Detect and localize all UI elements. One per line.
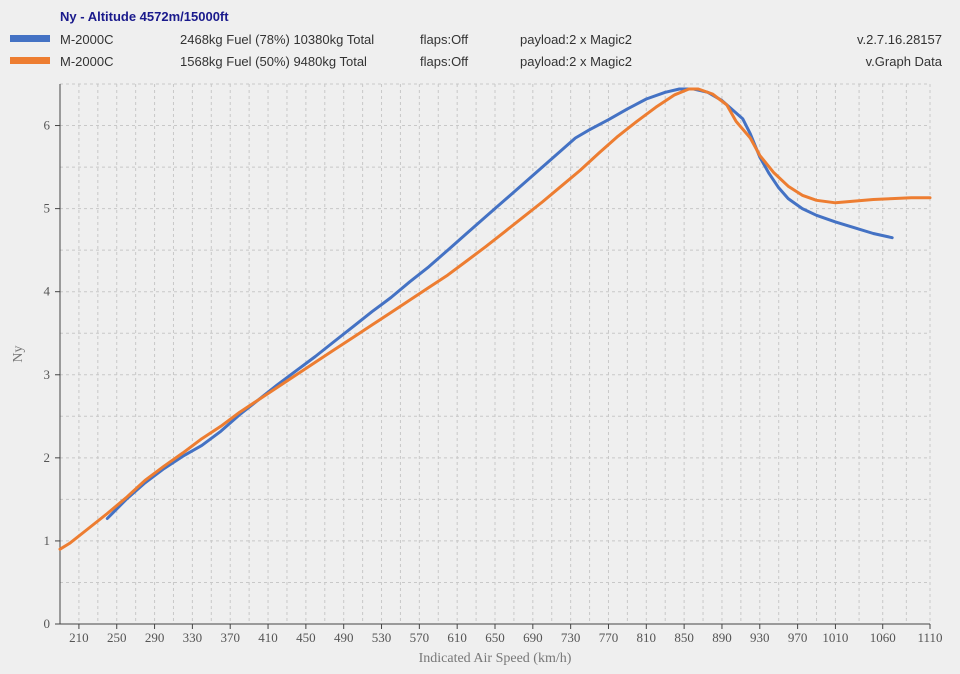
chart-title: Ny - Altitude 4572m/15000ft: [60, 9, 229, 24]
x-tick-label: 930: [750, 630, 770, 645]
y-tick-label: 5: [44, 201, 51, 216]
x-tick-label: 210: [69, 630, 89, 645]
x-tick-label: 330: [183, 630, 203, 645]
legend-version: v.2.7.16.28157: [856, 32, 942, 47]
x-tick-label: 810: [637, 630, 657, 645]
x-tick-label: 530: [372, 630, 392, 645]
legend-fuel-info: 1568kg Fuel (50%) 9480kg Total: [180, 54, 367, 69]
x-tick-label: 450: [296, 630, 316, 645]
legend-swatch-2: [10, 57, 50, 64]
x-tick-label: 730: [561, 630, 581, 645]
y-axis-label: Ny: [11, 345, 26, 362]
x-tick-label: 570: [410, 630, 430, 645]
x-tick-label: 1110: [917, 630, 942, 645]
x-tick-label: 1010: [822, 630, 848, 645]
series-layer: [58, 87, 932, 551]
legend-flaps-info: flaps:Off: [420, 32, 469, 47]
x-tick-label: 250: [107, 630, 127, 645]
series-line-1: [105, 87, 894, 520]
y-tick-label: 3: [44, 367, 51, 382]
series-line-2: [58, 87, 932, 551]
axis-layer: 210 250 290 330 370 410 450 490 530 570 610 650 690 7…: [44, 84, 943, 645]
legend-swatch-1: [10, 35, 50, 42]
legend-graph-data-link[interactable]: v.Graph Data: [865, 54, 942, 69]
x-tick-label: 410: [258, 630, 278, 645]
legend-fuel-info: 2468kg Fuel (78%) 10380kg Total: [180, 32, 375, 47]
legend-payload-info: payload:2 x Magic2: [520, 32, 633, 47]
legend-aircraft-name: M-2000C: [60, 54, 114, 69]
legend-aircraft-name: M-2000C: [60, 32, 114, 47]
x-tick-label: 1060: [870, 630, 896, 645]
legend-flaps-info: flaps:Off: [420, 54, 469, 69]
legend-row-1: M-2000C 2468kg Fuel (78%) 10380kg Total …: [0, 30, 960, 50]
x-tick-label: 610: [447, 630, 467, 645]
x-tick-label: 970: [788, 630, 808, 645]
x-tick-label: 890: [712, 630, 732, 645]
x-tick-label: 770: [599, 630, 619, 645]
y-tick-label: 2: [44, 450, 51, 465]
x-axis-label: Indicated Air Speed (km/h): [419, 651, 572, 666]
x-tick-label: 290: [145, 630, 165, 645]
legend-payload-info: payload:2 x Magic2: [520, 54, 633, 69]
y-tick-label: 1: [44, 533, 51, 548]
y-tick-label: 6: [44, 118, 51, 133]
x-tick-label: 850: [674, 630, 694, 645]
grid-layer: [60, 83, 931, 624]
legend-row-2: M-2000C 1568kg Fuel (50%) 9480kg Total f…: [0, 52, 960, 72]
x-tick-label: 490: [334, 630, 354, 645]
x-tick-label: 650: [485, 630, 505, 645]
y-tick-label: 4: [44, 284, 51, 299]
x-tick-label: 370: [220, 630, 240, 645]
y-tick-label: 0: [44, 616, 51, 631]
x-tick-label: 690: [523, 630, 543, 645]
